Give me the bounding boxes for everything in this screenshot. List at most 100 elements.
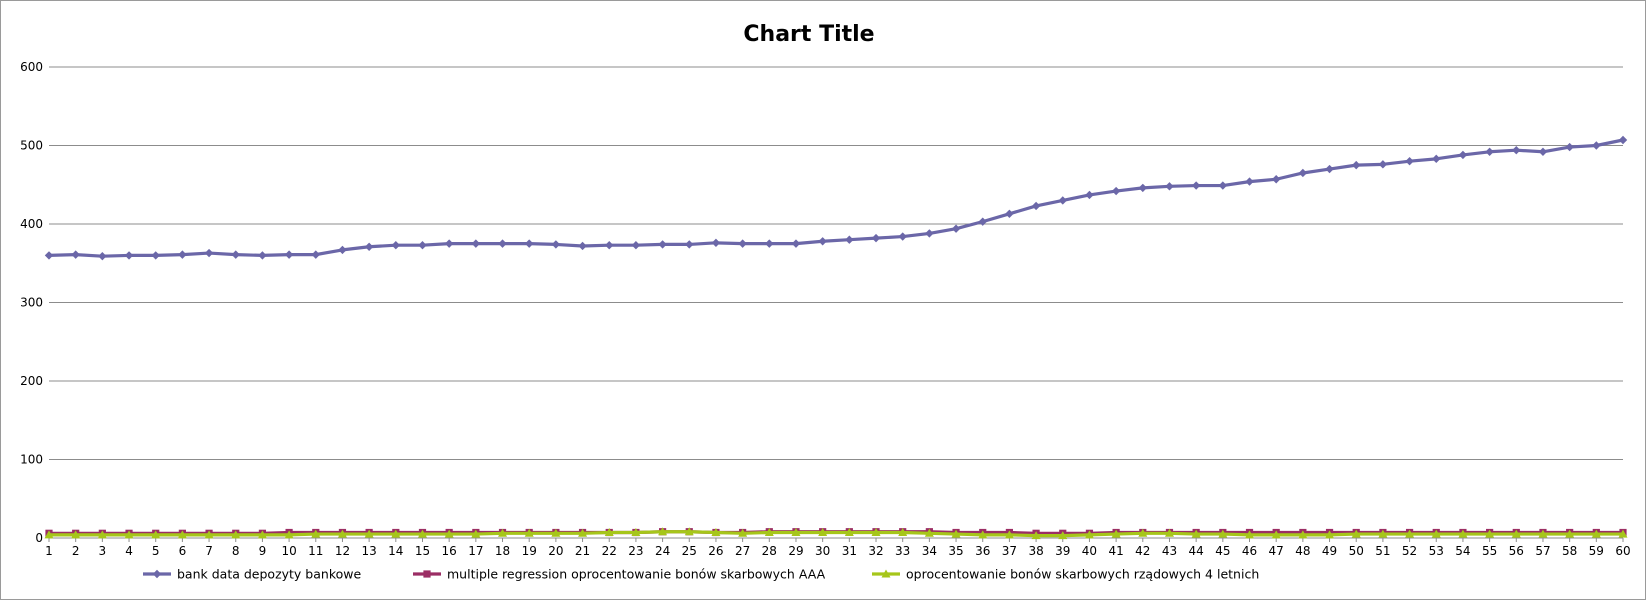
data-point — [498, 239, 507, 248]
data-point — [231, 530, 241, 539]
data-point — [925, 229, 934, 238]
x-tick-label: 22 — [602, 544, 617, 558]
data-point — [231, 250, 240, 259]
data-point — [44, 251, 54, 260]
x-tick-label: 48 — [1295, 544, 1310, 558]
data-point — [1432, 154, 1441, 164]
data-point — [844, 528, 854, 537]
data-point — [284, 530, 294, 539]
data-point — [257, 530, 267, 539]
data-point — [444, 239, 454, 248]
data-point — [1111, 529, 1121, 538]
data-point — [1538, 147, 1548, 156]
legend-label: multiple regression oprocentowanie bonów… — [447, 567, 826, 582]
data-point — [204, 530, 214, 539]
x-tick-label: 17 — [468, 544, 483, 558]
y-tick-label: 100 — [20, 453, 43, 467]
x-tick-label: 32 — [868, 544, 883, 558]
data-point — [364, 242, 374, 251]
data-point — [417, 529, 427, 538]
data-point — [1271, 530, 1281, 539]
data-point — [1031, 531, 1041, 540]
x-tick-label: 40 — [1082, 544, 1097, 558]
data-point — [1458, 150, 1468, 160]
x-tick-label: 36 — [975, 544, 990, 558]
data-point — [1325, 164, 1334, 174]
data-point — [444, 529, 454, 538]
data-point — [498, 528, 508, 537]
x-tick-label: 49 — [1322, 544, 1337, 558]
x-tick-label: 13 — [361, 544, 376, 558]
data-point — [124, 251, 134, 260]
data-point — [124, 530, 134, 539]
data-point — [151, 530, 161, 539]
data-point — [604, 528, 614, 537]
x-tick-label: 52 — [1402, 544, 1417, 558]
legend-label: bank data depozyty bankowe — [177, 567, 361, 582]
x-tick-label: 12 — [335, 544, 350, 558]
x-tick-label: 30 — [815, 544, 830, 558]
data-point — [1084, 530, 1094, 539]
x-tick-label: 46 — [1242, 544, 1257, 558]
x-tick-label: 34 — [922, 544, 937, 558]
data-point — [684, 527, 694, 536]
data-point — [978, 530, 988, 539]
series-line — [49, 530, 1623, 538]
data-point — [871, 233, 881, 243]
x-tick-label: 23 — [628, 544, 643, 558]
data-point — [151, 251, 160, 260]
data-point — [765, 239, 774, 248]
data-point — [578, 528, 588, 537]
data-point — [605, 240, 614, 250]
data-point — [1058, 531, 1068, 540]
x-tick-label: 2 — [72, 544, 80, 558]
data-point — [284, 250, 294, 259]
data-point — [818, 237, 827, 246]
x-tick-label: 50 — [1349, 544, 1364, 558]
data-point — [578, 241, 587, 251]
data-point — [711, 238, 721, 248]
data-point — [1005, 209, 1014, 218]
legend: bank data depozyty bankowe multiple regre… — [143, 567, 1259, 582]
x-tick-label: 55 — [1482, 544, 1497, 558]
data-point — [1191, 529, 1201, 538]
x-axis: 1 2 3 4 5 6 7 8 9 10 11 12 13 14 15 16 17 18 19 20 21 22 23 24 2… — [45, 537, 1631, 558]
data-point — [738, 528, 748, 537]
x-tick-label: 33 — [895, 544, 910, 558]
data-point — [1164, 528, 1174, 537]
data-point — [1378, 529, 1388, 538]
series-3 — [44, 527, 1628, 540]
data-point — [1351, 529, 1361, 538]
data-point — [1512, 146, 1521, 155]
data-point — [391, 529, 401, 538]
data-point — [204, 248, 214, 258]
x-tick-label: 7 — [205, 544, 213, 558]
x-tick-label: 31 — [842, 544, 857, 558]
data-point — [1058, 196, 1067, 205]
x-tick-label: 1 — [45, 544, 53, 558]
legend-item: bank data depozyty bankowe — [143, 567, 361, 582]
data-point — [177, 530, 187, 539]
y-tick-label: 500 — [20, 139, 43, 153]
x-tick-label: 44 — [1189, 544, 1204, 558]
data-point — [391, 240, 401, 250]
data-point — [311, 529, 321, 538]
x-tick-label: 47 — [1269, 544, 1284, 558]
data-point — [1271, 175, 1281, 184]
data-point — [658, 527, 668, 536]
data-point — [898, 232, 907, 241]
x-tick-label: 35 — [948, 544, 963, 558]
data-point — [97, 530, 107, 539]
data-point — [1218, 529, 1228, 538]
data-point — [791, 239, 801, 248]
data-point — [98, 251, 107, 261]
data-point — [1618, 135, 1628, 145]
data-point — [1191, 181, 1201, 190]
data-point — [1592, 141, 1601, 150]
data-point — [1085, 190, 1094, 200]
data-point — [1004, 530, 1014, 539]
data-point — [951, 224, 961, 233]
data-point — [525, 239, 534, 248]
x-tick-label: 4 — [125, 544, 133, 558]
data-point — [1565, 529, 1575, 538]
